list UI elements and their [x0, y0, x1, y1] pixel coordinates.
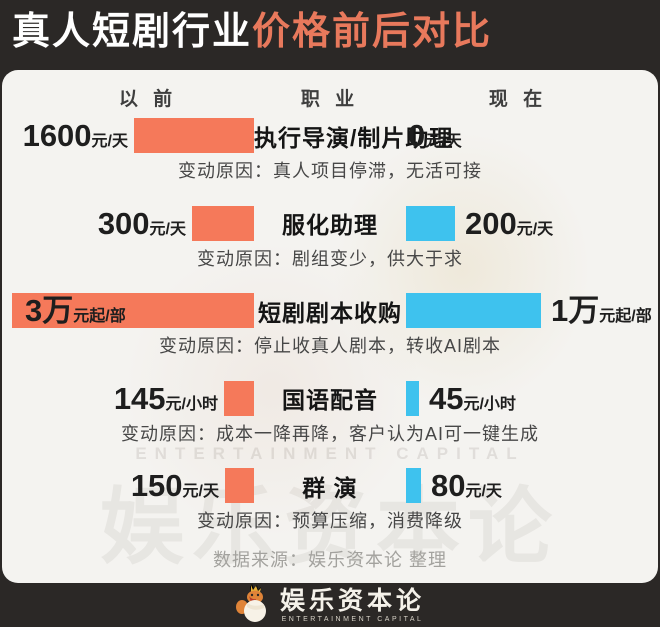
- column-headers: 以 前 职 业 现 在: [2, 70, 658, 111]
- row-mainline: 3万元起/部 短剧剧本收购 1万元起/部: [2, 293, 658, 329]
- now-value-unit: 元/天: [425, 133, 462, 150]
- comparison-row: 145元/小时 国语配音 45元/小时 变动原因：成本一降再降，客户认为AI可一…: [2, 380, 658, 446]
- page-title-white: 真人短剧行业: [12, 11, 253, 53]
- change-reason: 变动原因：剧组变少，供大于求: [197, 248, 463, 269]
- row-mainline: 300元/天 服化助理 200元/天: [2, 205, 658, 241]
- brand-name-english: ENTERTAINMENT CAPITAL: [281, 615, 424, 623]
- change-reason: 变动原因：成本一降再降，客户认为AI可一键生成: [120, 423, 539, 444]
- before-value-number: 1600: [22, 118, 92, 153]
- change-reason: 变动原因：真人项目停滞，无活可接: [178, 161, 482, 181]
- column-header-job: 职 业: [300, 89, 360, 110]
- page-title: 真人短剧行业价格前后对比: [12, 8, 652, 57]
- footer-brand: 娱乐资本论 ENTERTAINMENT CAPITAL: [0, 583, 660, 627]
- comparison-row: 3万元起/部 短剧剧本收购 1万元起/部 变动原因：停止收真人剧本，转收AI剧本: [2, 293, 658, 358]
- column-header-before: 以 前: [118, 89, 178, 110]
- now-bar: [406, 380, 419, 416]
- before-value-unit: 元/小时: [165, 395, 218, 413]
- now-cell: 1万元起/部: [406, 293, 658, 329]
- row-mainline: 150元/天 群 演 80元/天: [2, 468, 658, 504]
- before-bar: [225, 468, 254, 504]
- now-value: 45元/小时: [429, 383, 516, 414]
- before-value: 150元/天: [131, 470, 219, 501]
- before-value-number: 145: [113, 380, 166, 416]
- page-title-accent: 价格前后对比: [252, 11, 493, 53]
- row-mainline: 145元/小时 国语配音 45元/小时: [2, 380, 658, 416]
- now-value: 0元/天: [408, 120, 462, 151]
- now-cell: 200元/天: [406, 205, 658, 241]
- before-cell: 1600元/天: [2, 118, 254, 153]
- data-source: 数据来源：娱乐资本论 整理: [213, 549, 447, 570]
- before-value-unit: 元/天: [91, 133, 128, 150]
- job-title: 执行导演/制片助理: [254, 124, 454, 151]
- comparison-row: 150元/天 群 演 80元/天 变动原因：预算压缩，消费降级: [2, 468, 658, 533]
- job-title: 群 演: [302, 474, 358, 501]
- before-value-unit: 元/天: [182, 483, 219, 501]
- now-cell: 80元/天: [406, 468, 658, 504]
- now-value-number: 0: [408, 118, 426, 153]
- comparison-row: 300元/天 服化助理 200元/天 变动原因：剧组变少，供大于求: [2, 205, 658, 271]
- now-value: 80元/天: [431, 470, 502, 501]
- before-value-number: 150: [130, 468, 183, 504]
- brand-text: 娱乐资本论 ENTERTAINMENT CAPITAL: [280, 588, 425, 623]
- column-header-now: 现 在: [488, 89, 548, 110]
- before-bar: [224, 380, 254, 416]
- now-value-unit: 元/小时: [463, 395, 516, 413]
- before-cell: 150元/天: [2, 468, 254, 504]
- now-cell: 0元/天: [406, 118, 658, 153]
- now-value-number: 1万: [551, 293, 600, 329]
- job-title: 国语配音: [282, 387, 378, 414]
- before-value: 1600元/天: [23, 120, 128, 151]
- now-value-unit: 元/天: [516, 220, 554, 238]
- comparison-row: 1600元/天 执行导演/制片助理 0元/天 变动原因：真人项目停滞，无活可接: [2, 118, 658, 183]
- before-value: 300元/天: [98, 208, 186, 239]
- now-value-number: 45: [429, 380, 464, 416]
- before-value-unit: 元/天: [149, 220, 186, 238]
- now-value-unit: 元起/部: [599, 308, 652, 326]
- before-bar: [192, 205, 254, 241]
- before-cell: 3万元起/部: [2, 293, 254, 329]
- change-reason: 变动原因：预算压缩，消费降级: [197, 511, 463, 532]
- job-title: 服化助理: [282, 212, 378, 239]
- before-bar: 3万元起/部: [12, 293, 254, 329]
- before-value: 145元/小时: [114, 383, 218, 414]
- comparison-rows: 1600元/天 执行导演/制片助理 0元/天 变动原因：真人项目停滞，无活可接 …: [2, 118, 658, 533]
- row-mainline: 1600元/天 执行导演/制片助理 0元/天: [2, 118, 658, 153]
- now-value: 200元/天: [465, 208, 553, 239]
- brand-name-chinese: 娱乐资本论: [279, 585, 425, 615]
- comparison-card: ENTERTAINMENT CAPITAL 娱乐资本论 以 前 职 业 现 在 …: [2, 70, 658, 583]
- before-value-unit: 元起/部: [73, 308, 126, 326]
- now-bar: [406, 293, 541, 329]
- before-cell: 145元/小时: [2, 380, 254, 416]
- before-cell: 300元/天: [2, 205, 254, 241]
- change-reason: 变动原因：停止收真人剧本，转收AI剧本: [158, 336, 501, 357]
- now-value-number: 80: [431, 468, 466, 504]
- before-value: 3万元起/部: [12, 295, 126, 326]
- before-value-number: 300: [97, 205, 150, 241]
- bear-mascot-logo-icon: [235, 584, 266, 622]
- now-value: 1万元起/部: [551, 295, 652, 326]
- now-bar: [406, 468, 421, 504]
- now-value-unit: 元/天: [465, 483, 502, 501]
- now-cell: 45元/小时: [406, 380, 658, 416]
- now-value-number: 200: [465, 205, 517, 241]
- now-bar: [406, 205, 455, 241]
- job-title: 短剧剧本收购: [258, 299, 402, 326]
- before-value-number: 3万: [25, 293, 74, 329]
- before-bar: [134, 118, 254, 153]
